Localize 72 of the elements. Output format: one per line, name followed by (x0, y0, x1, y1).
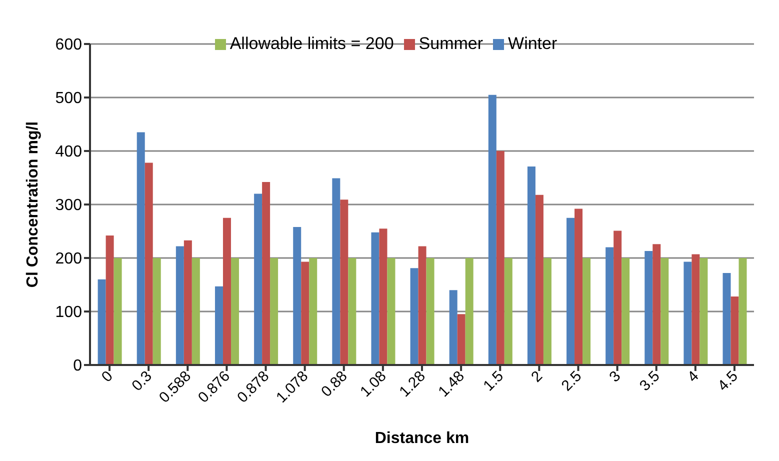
bar (348, 258, 356, 365)
legend-label: Summer (418, 34, 484, 53)
bar (644, 251, 653, 365)
y-tick-label: 300 (55, 197, 82, 214)
bar (176, 246, 184, 365)
x-tick-label: 4.5 (714, 368, 742, 395)
bar (309, 258, 318, 365)
bar (535, 194, 544, 365)
bar (722, 272, 731, 365)
bar (214, 286, 223, 365)
bar (410, 268, 418, 365)
bar (488, 94, 496, 365)
bar (106, 236, 114, 365)
legend-label: Allowable limits = 200 (230, 34, 394, 53)
bar (738, 258, 747, 365)
bar (379, 228, 388, 365)
bar (293, 226, 302, 365)
bar (504, 258, 512, 365)
bar (660, 258, 669, 365)
x-axis-title: Distance km (374, 430, 470, 447)
bar (700, 258, 708, 365)
x-tick-label: 1.5 (480, 368, 507, 395)
y-tick-label: 600 (55, 36, 82, 54)
bar (230, 258, 239, 365)
bar (622, 258, 630, 365)
bar (449, 290, 458, 365)
x-tick-label: 4 (684, 368, 702, 386)
bar (527, 166, 536, 365)
y-tick-label: 100 (55, 304, 82, 322)
bar (496, 151, 504, 365)
x-tick-label: 0.88 (318, 368, 351, 400)
bar (543, 258, 552, 365)
bar (574, 208, 583, 365)
y-tick-label: 400 (55, 144, 82, 161)
legend-label: Winter (508, 34, 558, 53)
x-tick-label: 3 (606, 368, 624, 386)
bar (692, 254, 700, 365)
bar (387, 258, 396, 365)
bar (301, 262, 310, 365)
y-axis-title: Cl Concentration mg/l (24, 121, 42, 288)
bar (254, 194, 262, 365)
bar (332, 178, 340, 365)
bar (684, 262, 692, 365)
x-tick-label: 3.5 (636, 368, 664, 395)
bar (114, 258, 122, 365)
bar (184, 240, 192, 365)
bar (418, 246, 426, 365)
bar (136, 132, 145, 365)
x-tick-label: 0 (98, 368, 116, 386)
bar (457, 314, 466, 365)
y-tick-label: 200 (55, 250, 82, 268)
bar (144, 162, 153, 365)
bar (566, 218, 575, 365)
bar (730, 296, 739, 365)
bar (152, 258, 161, 365)
bar (465, 258, 474, 365)
bar (192, 258, 200, 365)
bar (582, 258, 591, 365)
x-tick-label: 0.3 (128, 368, 156, 395)
bar (340, 200, 348, 365)
bar (606, 247, 614, 365)
bar (371, 232, 380, 365)
bar (98, 279, 106, 365)
bar (262, 182, 270, 365)
bar (652, 244, 661, 365)
x-tick-label: 2 (528, 368, 546, 386)
bar (222, 218, 231, 365)
bar (270, 258, 278, 365)
bar (614, 230, 622, 365)
bar (426, 258, 434, 365)
y-tick-label: 500 (55, 90, 82, 108)
x-tick-label: 2.5 (558, 368, 586, 395)
